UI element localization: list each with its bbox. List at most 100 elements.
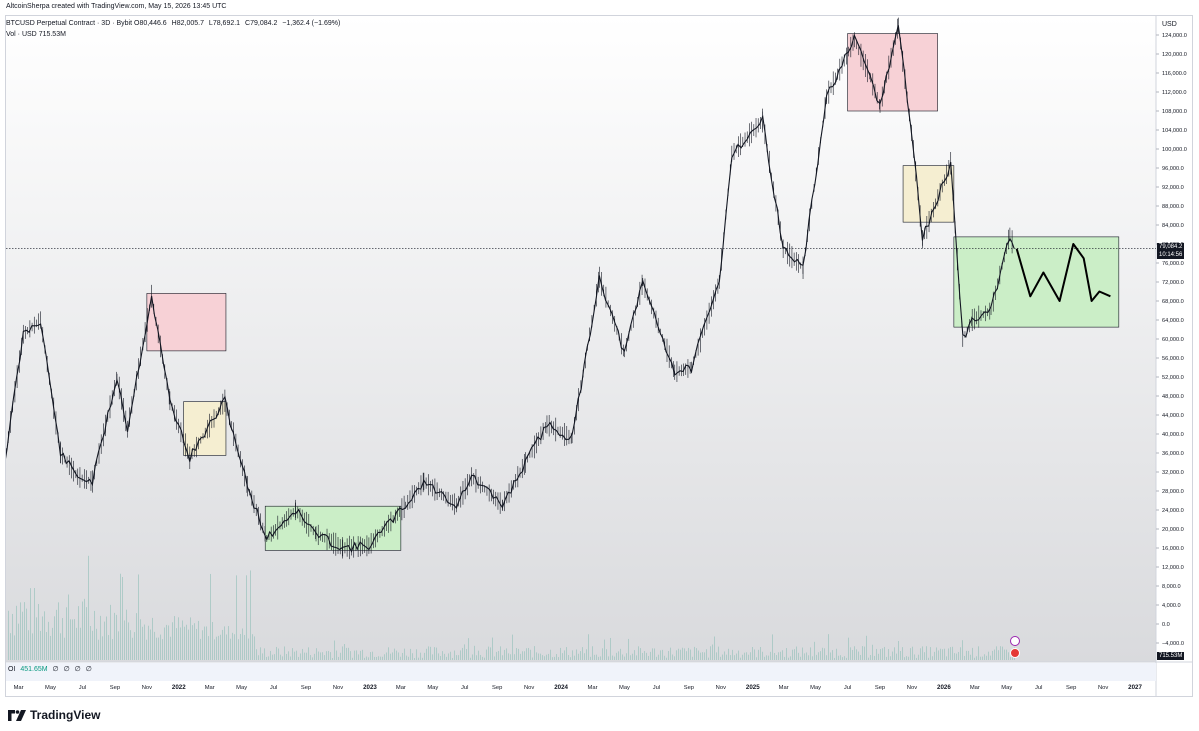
- volume-bar: [646, 652, 647, 660]
- volume-bar: [114, 612, 115, 660]
- legend-volume-label[interactable]: Vol · USD: [6, 31, 37, 38]
- zone-green-2[interactable]: [264, 505, 402, 551]
- volume-bar: [566, 647, 567, 660]
- zone-red-0[interactable]: [146, 293, 227, 352]
- volume-bar: [298, 656, 299, 660]
- volume-bar: [208, 636, 209, 660]
- volume-bar: [350, 651, 351, 660]
- y-tick-label: 8,000.0: [1162, 584, 1181, 590]
- volume-bar: [828, 634, 829, 660]
- volume-bar: [826, 655, 827, 660]
- tradingview-logo[interactable]: TradingView: [8, 707, 100, 723]
- volume-bar: [228, 626, 229, 660]
- volume-bar: [484, 657, 485, 660]
- volume-bar: [834, 657, 835, 660]
- volume-bar: [282, 656, 283, 660]
- volume-bar: [380, 656, 381, 660]
- x-tick-label: 2022: [172, 684, 186, 691]
- volume-bar: [178, 617, 179, 660]
- y-tick-label: 36,000.0: [1162, 451, 1184, 457]
- projection-path[interactable]: [1015, 243, 1111, 302]
- x-tick-label: Jul: [461, 685, 468, 691]
- volume-bar: [164, 627, 165, 660]
- volume-bar: [598, 656, 599, 660]
- y-tick-label: 96,000.0: [1162, 166, 1184, 172]
- zone-green-5[interactable]: [953, 236, 1120, 328]
- volume-bar: [88, 555, 89, 660]
- volume-bar: [770, 651, 771, 660]
- zone-yellow-4[interactable]: [902, 165, 955, 223]
- event-icon-lightning[interactable]: [1010, 636, 1020, 646]
- y-tick-label: 88,000.0: [1162, 204, 1184, 210]
- currency-label[interactable]: USD: [1162, 21, 1177, 28]
- volume-bar: [728, 648, 729, 660]
- volume-bar: [372, 651, 373, 660]
- volume-bar: [52, 627, 53, 660]
- volume-bar: [608, 656, 609, 660]
- volume-bar: [318, 651, 319, 660]
- volume-bar: [672, 654, 673, 660]
- volume-bar: [494, 656, 495, 660]
- volume-bar: [342, 646, 343, 660]
- volume-bar: [1008, 652, 1009, 660]
- legend-ohlc-close: 79,084.2: [250, 20, 278, 27]
- volume-bar: [956, 653, 957, 660]
- volume-bar: [66, 607, 67, 660]
- volume-bar: [212, 621, 213, 660]
- price-chart[interactable]: 124,000.0 120,000.0 116,000.0 112,000.0 108,…: [6, 16, 1193, 697]
- volume-bar: [526, 648, 527, 660]
- volume-bar: [148, 625, 149, 660]
- volume-bar: [838, 655, 839, 660]
- y-tick-label: 4,000.0: [1162, 603, 1181, 609]
- volume-bar: [474, 645, 475, 660]
- volume-bar: [490, 647, 491, 660]
- volume-bar: [864, 646, 865, 660]
- x-tick-label: Sep: [492, 685, 502, 691]
- volume-bar: [970, 654, 971, 660]
- volume-bar: [902, 647, 903, 660]
- volume-bar: [594, 654, 595, 660]
- volume-bar: [668, 651, 669, 660]
- volume-bar: [898, 640, 899, 660]
- volume-bar: [556, 654, 557, 660]
- volume-bar: [336, 650, 337, 660]
- volume-bar: [402, 652, 403, 660]
- volume-bar: [824, 648, 825, 660]
- volume-bar: [388, 647, 389, 660]
- volume-bar: [980, 656, 981, 660]
- tradingview-logo-icon: [8, 709, 26, 721]
- volume-bar: [580, 651, 581, 660]
- volume-bar: [132, 637, 133, 660]
- volume-bar: [234, 634, 235, 660]
- volume-bar: [266, 656, 267, 660]
- chart-frame[interactable]: 124,000.0 120,000.0 116,000.0 112,000.0 108,…: [5, 15, 1193, 697]
- volume-bar: [836, 648, 837, 660]
- volume-bar: [242, 628, 243, 660]
- price-scale-area[interactable]: [1156, 16, 1193, 697]
- x-tick-label: Jul: [79, 685, 86, 691]
- volume-bar: [302, 648, 303, 660]
- volume-bar: [766, 655, 767, 660]
- x-tick-label: Jul: [653, 685, 660, 691]
- volume-bar: [650, 651, 651, 660]
- volume-bar: [434, 647, 435, 660]
- volume-bar: [102, 636, 103, 660]
- volume-bar: [338, 656, 339, 660]
- volume-bar: [700, 652, 701, 660]
- volume-bar: [414, 657, 415, 660]
- oi-indicator-legend[interactable]: OI 451.65M ∅ ∅ ∅ ∅: [8, 665, 95, 673]
- x-tick-label: Nov: [716, 685, 726, 691]
- zone-red-3[interactable]: [847, 33, 938, 112]
- volume-bar: [504, 649, 505, 660]
- oi-extra-3: ∅: [74, 666, 81, 673]
- volume-bar: [252, 634, 253, 660]
- legend-ohlc-low: 78,692.1: [212, 20, 241, 27]
- volume-bar: [572, 650, 573, 660]
- volume-bar: [952, 646, 953, 660]
- volume-bar: [288, 651, 289, 660]
- y-tick-label: 100,000.0: [1162, 147, 1187, 153]
- event-icon-flag[interactable]: [1010, 648, 1020, 658]
- volume-bar: [964, 655, 965, 660]
- volume-bar: [612, 655, 613, 660]
- legend-symbol[interactable]: BTCUSD Perpetual Contract · 3D · Bybit: [6, 20, 133, 27]
